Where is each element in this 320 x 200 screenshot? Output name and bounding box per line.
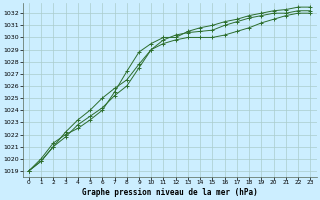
X-axis label: Graphe pression niveau de la mer (hPa): Graphe pression niveau de la mer (hPa) [82,188,258,197]
